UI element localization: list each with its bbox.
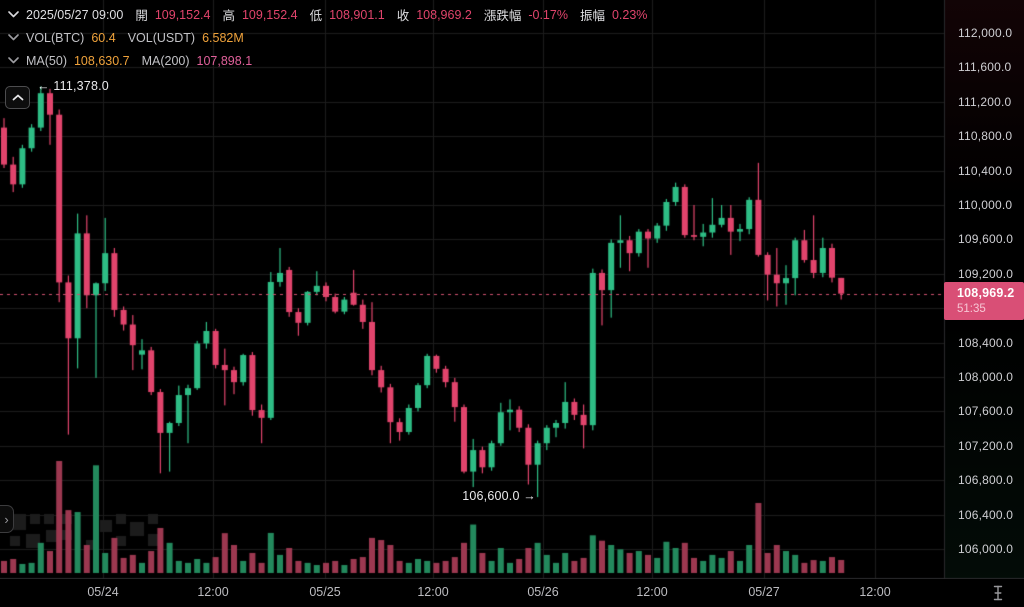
price-tick-label: 110,000.0 — [958, 197, 1013, 212]
amplitude-label: 振幅 — [579, 9, 605, 23]
low-value: 108,901.1 — [329, 7, 385, 22]
session-high-annotation: ← 111,378.0 — [37, 79, 109, 93]
price-tick-label: 107,600.0 — [958, 404, 1014, 419]
ma-row[interactable]: MA(50) 108,630.7 MA(200) 107,898.1 — [8, 49, 654, 72]
ohlc-row[interactable]: 2025/05/27 09:00 開 109,152.4 高 109,152.4… — [8, 3, 654, 26]
time-tick-label: 05/24 — [87, 585, 119, 599]
price-tick-label: 112,000.0 — [958, 26, 1013, 40]
change-label: 漲跌幅 — [483, 9, 522, 23]
volume-row[interactable]: VOL(BTC) 60.4 VOL(USDT) 6.582M — [8, 26, 654, 49]
high-label: 高 — [222, 9, 235, 23]
price-tick-label: 111,600.0 — [958, 60, 1012, 75]
chevron-up-icon — [12, 94, 23, 101]
close-label: 收 — [396, 9, 410, 23]
vol-usdt-value: 6.582M — [202, 30, 244, 45]
price-tick-label: 106,000.0 — [958, 541, 1014, 556]
chevron-down-icon[interactable] — [8, 11, 19, 18]
current-price-value: 108,969.2 — [957, 286, 1015, 300]
chart-legend: 2025/05/27 09:00 開 109,152.4 高 109,152.4… — [8, 3, 654, 72]
candle-countdown: 51:35 — [957, 303, 986, 315]
open-label: 開 — [135, 9, 148, 23]
close-value: 108,969.2 — [416, 7, 472, 22]
price-tick-label: 109,600.0 — [958, 232, 1014, 247]
time-tick-label: 12:00 — [417, 585, 449, 599]
time-axis[interactable]: 05/24 12:00 05/25 12:00 05/26 12:00 05/27 12:00 — [0, 579, 1024, 607]
price-tick-label: 106,400.0 — [958, 507, 1014, 522]
vol-usdt-label: VOL(USDT) — [127, 30, 196, 45]
session-low-annotation: 106,600.0 → — [462, 489, 536, 503]
ma50-label: MA(50) — [26, 53, 67, 68]
price-tick-label: 108,000.0 — [958, 369, 1014, 384]
time-tick-label: 12:00 — [636, 585, 668, 599]
candle-datetime: 2025/05/27 09:00 — [26, 7, 124, 22]
price-tick-label: 110,400.0 — [958, 163, 1013, 178]
price-tick-label: 106,800.0 — [958, 473, 1014, 488]
ma200-value: 107,898.1 — [196, 53, 253, 68]
price-scale-icon — [993, 585, 1003, 601]
time-tick-label: 05/25 — [309, 585, 341, 599]
change-value: -0.17% — [528, 7, 568, 22]
price-tick-label: 109,200.0 — [958, 266, 1014, 281]
chevron-down-icon[interactable] — [8, 34, 19, 41]
open-value: 109,152.4 — [154, 7, 211, 22]
time-tick-label: 12:00 — [197, 585, 229, 599]
ma200-label: MA(200) — [141, 53, 190, 68]
price-tick-label: 110,800.0 — [958, 129, 1013, 144]
time-tick-label: 05/26 — [527, 585, 559, 599]
chevron-down-icon[interactable] — [8, 57, 19, 64]
chevron-right-icon: › — [4, 511, 9, 527]
price-tick-label: 107,200.0 — [958, 438, 1014, 453]
high-value: 109,152.4 — [241, 7, 298, 22]
side-panel-tab-button[interactable]: › — [0, 505, 14, 533]
collapse-legend-button[interactable] — [5, 86, 30, 109]
time-tick-label: 05/27 — [748, 585, 780, 599]
vol-btc-value: 60.4 — [91, 30, 116, 45]
price-tick-label: 108,400.0 — [958, 335, 1014, 350]
amplitude-value: 0.23% — [611, 7, 648, 22]
time-tick-label: 12:00 — [859, 585, 891, 599]
price-scale-adjust-button[interactable] — [987, 583, 1009, 603]
price-tick-label: 111,200.0 — [958, 94, 1012, 109]
current-price-badge: 108,969.2 51:35 — [944, 282, 1024, 320]
low-label: 低 — [309, 9, 323, 23]
ma50-value: 108,630.7 — [73, 53, 130, 68]
vol-btc-label: VOL(BTC) — [26, 30, 85, 45]
